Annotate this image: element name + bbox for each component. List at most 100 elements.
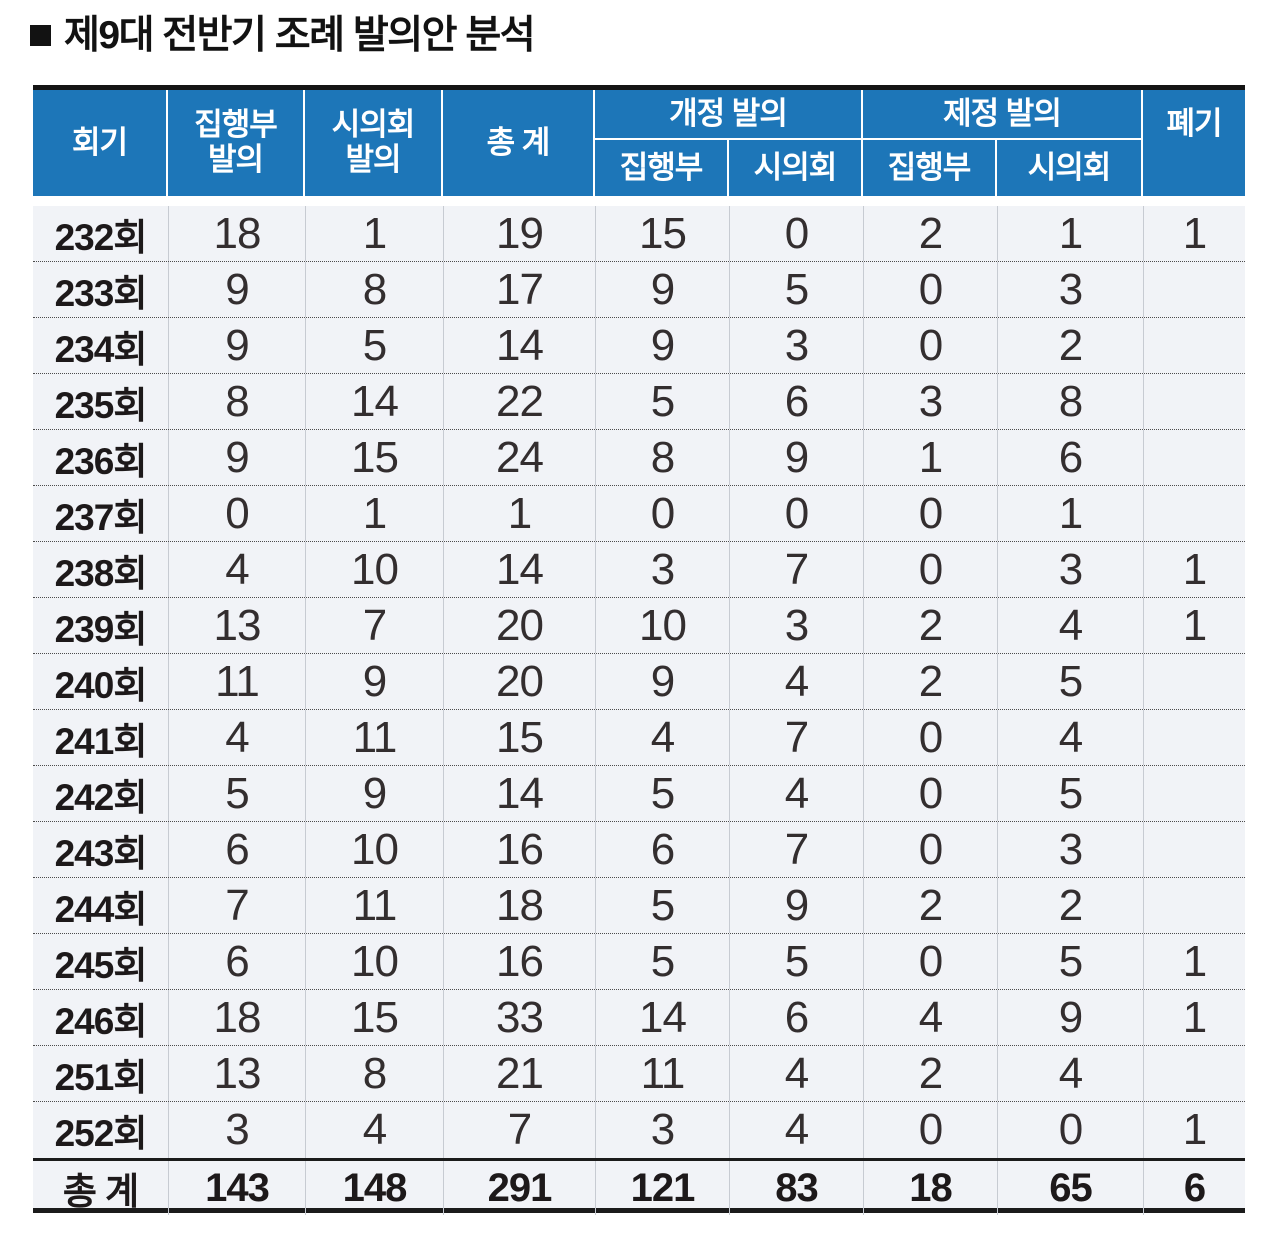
page-title-text: 제9대 전반기 조례 발의안 분석 (64, 14, 536, 57)
amendment-exec-cell: 5 (595, 766, 729, 821)
amendment-exec-cell: 5 (595, 374, 729, 429)
total-cell: 33 (443, 990, 595, 1045)
discard-cell (1143, 262, 1245, 317)
total-cell: 17 (443, 262, 595, 317)
exec-proposal-cell: 9 (168, 318, 305, 373)
session-cell: 234회 (54, 328, 148, 370)
total-cell: 20 (443, 598, 595, 653)
discard-cell (1143, 374, 1245, 429)
exec-proposal-cell: 6 (168, 822, 305, 877)
session-cell: 239회 (54, 608, 148, 650)
total-exec-cell: 143 (168, 1161, 305, 1215)
enactment-exec-cell: 2 (863, 654, 997, 709)
enactment-council-cell: 2 (997, 318, 1143, 373)
enactment-exec-cell: 2 (863, 598, 997, 653)
amendment-exec-cell: 6 (595, 822, 729, 877)
enactment-council-cell: 5 (997, 934, 1143, 989)
total-cell: 14 (443, 542, 595, 597)
amendment-council-cell: 3 (729, 318, 863, 373)
amendment-exec-cell: 14 (595, 990, 729, 1045)
session-cell: 242회 (54, 776, 148, 818)
council-proposal-cell: 15 (305, 430, 443, 485)
table-row: 251회 13 8 21 11 4 2 4 (33, 1046, 1245, 1102)
exec-proposal-cell: 3 (168, 1102, 305, 1158)
amendment-exec-cell: 5 (595, 878, 729, 933)
table-body: 232회 18 1 19 15 0 2 1 1 233회 9 8 17 9 5 … (33, 206, 1245, 1158)
council-proposal-cell: 8 (305, 262, 443, 317)
table-row: 241회 4 11 15 4 7 0 4 (33, 710, 1245, 766)
total-cell: 14 (443, 318, 595, 373)
discard-cell: 1 (1143, 206, 1245, 261)
session-cell: 235회 (54, 384, 148, 426)
enactment-exec-cell: 0 (863, 1102, 997, 1158)
enactment-council-cell: 3 (997, 822, 1143, 877)
amendment-exec-cell: 8 (595, 430, 729, 485)
council-proposal-cell: 4 (305, 1102, 443, 1158)
total-enact-council-cell: 65 (997, 1161, 1143, 1215)
total-discard-cell: 6 (1143, 1161, 1245, 1215)
session-cell: 252회 (54, 1113, 148, 1154)
amendment-council-cell: 4 (729, 1102, 863, 1158)
council-proposal-cell: 9 (305, 766, 443, 821)
total-cell: 16 (443, 934, 595, 989)
discard-cell (1143, 710, 1245, 765)
table-row: 242회 5 9 14 5 4 0 5 (33, 766, 1245, 822)
enactment-council-cell: 9 (997, 990, 1143, 1045)
enactment-exec-cell: 0 (863, 262, 997, 317)
enactment-council-cell: 4 (997, 598, 1143, 653)
amendment-council-cell: 7 (729, 542, 863, 597)
table-row: 235회 8 14 22 5 6 3 8 (33, 374, 1245, 430)
amendment-council-cell: 4 (729, 654, 863, 709)
enactment-council-cell: 3 (997, 542, 1143, 597)
exec-proposal-cell: 4 (168, 710, 305, 765)
discard-cell (1143, 486, 1245, 541)
table-row: 245회 6 10 16 5 5 0 5 1 (33, 934, 1245, 990)
session-cell: 240회 (54, 664, 148, 706)
enactment-exec-cell: 3 (863, 374, 997, 429)
council-proposal-cell: 1 (305, 486, 443, 541)
amendment-council-cell: 4 (729, 766, 863, 821)
exec-proposal-cell: 18 (168, 990, 305, 1045)
enactment-exec-cell: 0 (863, 822, 997, 877)
discard-cell (1143, 318, 1245, 373)
page-title: 제9대 전반기 조례 발의안 분석 (30, 14, 536, 57)
exec-proposal-cell: 7 (168, 878, 305, 933)
total-cell: 16 (443, 822, 595, 877)
discard-cell (1143, 430, 1245, 485)
exec-proposal-cell: 4 (168, 542, 305, 597)
session-cell: 236회 (54, 440, 148, 482)
discard-cell (1143, 822, 1245, 877)
amendment-exec-cell: 4 (595, 710, 729, 765)
enactment-exec-cell: 0 (863, 318, 997, 373)
enactment-exec-cell: 2 (863, 1046, 997, 1101)
amendment-exec-cell: 9 (595, 318, 729, 373)
enactment-council-cell: 6 (997, 430, 1143, 485)
amendment-council-cell: 9 (729, 878, 863, 933)
total-cell: 19 (443, 206, 595, 261)
enactment-exec-cell: 1 (863, 430, 997, 485)
enactment-exec-cell: 0 (863, 710, 997, 765)
council-proposal-cell: 10 (305, 542, 443, 597)
square-bullet-icon (30, 25, 51, 46)
header-enactment-exec: 집행부 (863, 138, 997, 196)
header-amendment-council: 시의회 (729, 138, 863, 196)
total-cell: 22 (443, 374, 595, 429)
council-proposal-cell: 7 (305, 598, 443, 653)
exec-proposal-cell: 9 (168, 430, 305, 485)
enactment-exec-cell: 0 (863, 486, 997, 541)
header-enactment-group: 제정 발의 (863, 90, 1143, 138)
table-row: 236회 9 15 24 8 9 1 6 (33, 430, 1245, 486)
discard-cell (1143, 878, 1245, 933)
amendment-exec-cell: 3 (595, 1102, 729, 1158)
discard-cell: 1 (1143, 542, 1245, 597)
enactment-council-cell: 1 (997, 486, 1143, 541)
exec-proposal-cell: 13 (168, 598, 305, 653)
table-total-row: 총 계 143 148 291 121 83 18 65 6 (33, 1158, 1245, 1215)
enactment-council-cell: 0 (997, 1102, 1143, 1158)
total-session-cell: 총 계 (62, 1171, 139, 1212)
session-cell: 243회 (54, 832, 148, 874)
session-cell: 238회 (54, 552, 148, 594)
amendment-exec-cell: 3 (595, 542, 729, 597)
discard-cell: 1 (1143, 1102, 1245, 1158)
total-cell: 20 (443, 654, 595, 709)
